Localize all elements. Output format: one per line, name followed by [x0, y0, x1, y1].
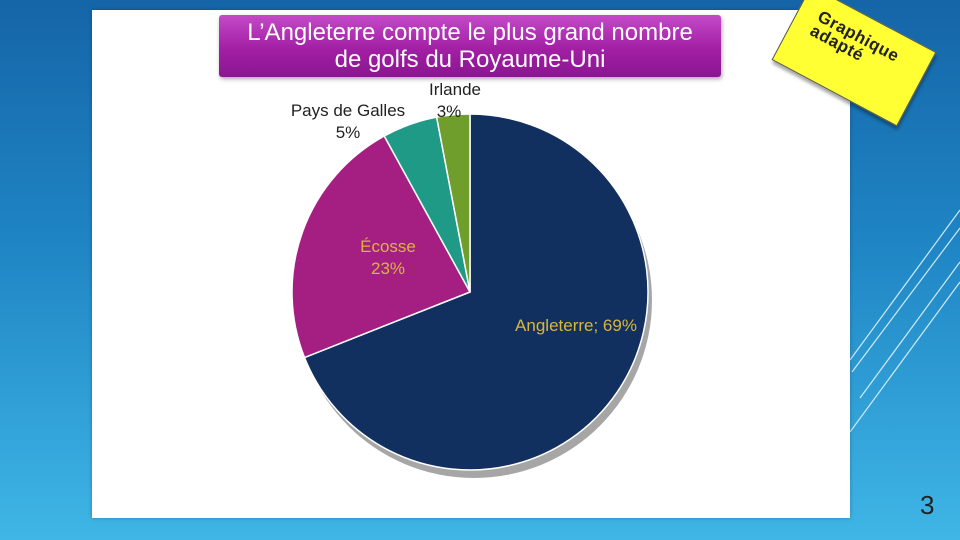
- pie-slice-irlande: [435, 113, 471, 293]
- data-label-ecosse-name: Écosse: [360, 237, 416, 256]
- data-label-pays-de-galles-value: 5%: [336, 123, 361, 142]
- data-label-pays-de-galles-name: Pays de Galles: [291, 101, 405, 120]
- title-line-2: de golfs du Royaume-Uni: [334, 46, 606, 73]
- data-label-irlande-name: Irlande: [429, 80, 481, 99]
- slide-title: L’Angleterre compte le plus grand nombre…: [219, 15, 721, 77]
- pie-slice--cosse: [291, 134, 472, 359]
- title-line-1: L’Angleterre compte le plus grand nombre: [247, 19, 693, 46]
- data-label-angleterre: Angleterre; 69%: [515, 316, 637, 335]
- pie-slice-angleterre: [303, 113, 649, 471]
- page-number: 3: [920, 490, 935, 520]
- data-label-irlande-value: 3%: [437, 102, 462, 121]
- data-label-ecosse-value: 23%: [371, 259, 405, 278]
